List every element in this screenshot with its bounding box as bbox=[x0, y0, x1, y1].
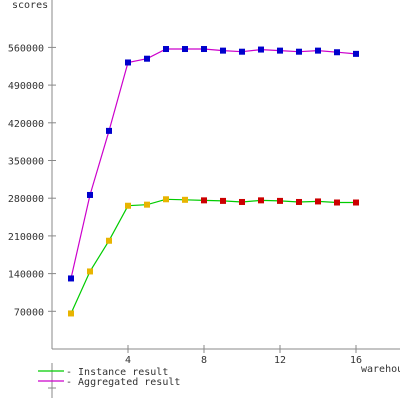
y-tick-label: 280000 bbox=[8, 194, 44, 205]
y-tick-label: 70000 bbox=[14, 307, 44, 318]
data-point bbox=[182, 196, 188, 203]
data-point bbox=[163, 46, 169, 53]
data-point bbox=[68, 275, 74, 282]
legend-label: - Aggregated result bbox=[66, 377, 180, 388]
data-point bbox=[201, 46, 207, 53]
y-tick-label: 490000 bbox=[8, 81, 44, 92]
data-point bbox=[87, 191, 93, 198]
series-line bbox=[70, 198, 356, 314]
series-2 bbox=[68, 46, 359, 282]
data-point bbox=[125, 202, 131, 209]
x-axis-label: warehouses bbox=[361, 364, 400, 375]
data-point bbox=[258, 46, 264, 53]
x-tick-label: 12 bbox=[274, 355, 286, 366]
legend-label: - Instance result bbox=[66, 367, 168, 378]
data-point bbox=[258, 197, 264, 204]
data-point bbox=[296, 48, 302, 55]
data-point bbox=[125, 59, 131, 66]
y-axis-label: scores bbox=[12, 0, 48, 11]
x-tick-label: 8 bbox=[201, 355, 207, 366]
data-point bbox=[182, 46, 188, 53]
y-axis-ticks: 70000 140000 210000 280000 350000 420000 49000… bbox=[8, 43, 56, 318]
data-point bbox=[106, 127, 112, 134]
data-point bbox=[334, 49, 340, 56]
series-layer bbox=[68, 46, 359, 317]
x-tick-label: 4 bbox=[125, 355, 131, 366]
data-point bbox=[334, 199, 340, 206]
data-point bbox=[106, 237, 112, 244]
data-point bbox=[220, 47, 226, 54]
data-point bbox=[68, 310, 74, 317]
y-tick-label: 560000 bbox=[8, 43, 44, 54]
axes bbox=[51, 0, 400, 350]
data-point bbox=[315, 198, 321, 205]
data-point bbox=[144, 55, 150, 62]
data-point bbox=[144, 201, 150, 208]
data-point bbox=[277, 47, 283, 54]
data-point bbox=[220, 197, 226, 204]
data-point bbox=[296, 198, 302, 205]
data-point bbox=[239, 48, 245, 55]
data-point bbox=[163, 196, 169, 203]
data-point bbox=[315, 47, 321, 54]
data-point bbox=[239, 198, 245, 205]
data-point bbox=[201, 197, 207, 204]
x-tick-label: 16 bbox=[350, 355, 362, 366]
y-tick-label: 210000 bbox=[8, 232, 44, 243]
x-axis-ticks: 4 8 12 16 bbox=[125, 345, 362, 366]
series-line bbox=[70, 48, 357, 279]
data-point bbox=[353, 199, 359, 206]
y-tick-label: 420000 bbox=[8, 119, 44, 130]
y-tick-label: 350000 bbox=[8, 157, 44, 168]
series-1 bbox=[68, 196, 359, 317]
data-point bbox=[87, 268, 93, 275]
legend: - Instance result- Aggregated result bbox=[38, 363, 180, 398]
data-point bbox=[353, 50, 359, 57]
data-point bbox=[277, 197, 283, 204]
y-tick-label: 140000 bbox=[8, 270, 44, 281]
